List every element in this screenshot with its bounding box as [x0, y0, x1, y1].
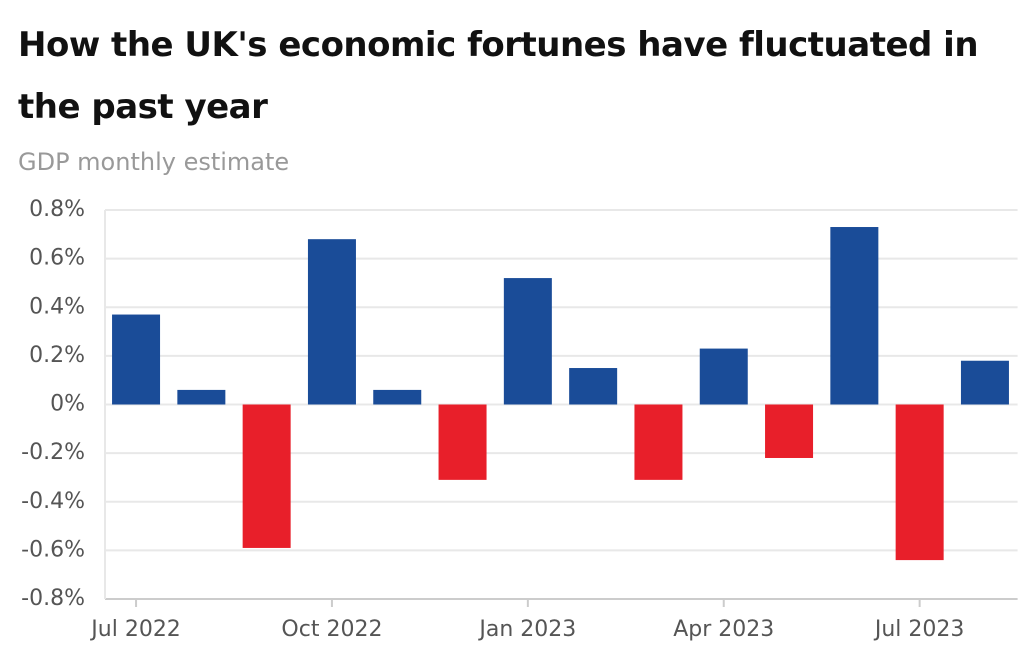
y-tick-label: 0.6%: [29, 246, 85, 271]
bar: [373, 389, 422, 405]
bar: [177, 389, 226, 405]
x-tick-label: Jul 2022: [89, 617, 181, 642]
y-tick-label: -0.8%: [21, 586, 85, 611]
bar: [307, 239, 356, 405]
bar: [569, 368, 618, 405]
bar: [895, 404, 944, 561]
y-tick-label: -0.2%: [21, 440, 85, 465]
y-tick-label: -0.6%: [21, 537, 85, 562]
y-tick-label: 0.4%: [29, 294, 85, 319]
y-tick-label: 0.8%: [29, 197, 85, 222]
chart-title: How the UK's economic fortunes have fluc…: [18, 25, 979, 127]
bar: [112, 314, 161, 405]
chart-subtitle: GDP monthly estimate: [18, 148, 290, 176]
x-tick-label: Jan 2023: [477, 617, 576, 642]
x-tick-label: Apr 2023: [673, 617, 774, 642]
bar: [960, 360, 1009, 405]
bar: [438, 404, 487, 480]
x-tick-label: Oct 2022: [281, 617, 382, 642]
bar: [830, 227, 879, 405]
bar: [765, 404, 814, 458]
bar: [503, 278, 552, 405]
y-tick-label: 0.2%: [29, 343, 85, 368]
y-tick-label: 0%: [50, 392, 85, 417]
y-tick-label: -0.4%: [21, 489, 85, 514]
bar: [634, 404, 683, 480]
bar: [699, 348, 748, 405]
x-tick-label: Jul 2023: [873, 617, 965, 642]
bar: [242, 404, 291, 548]
